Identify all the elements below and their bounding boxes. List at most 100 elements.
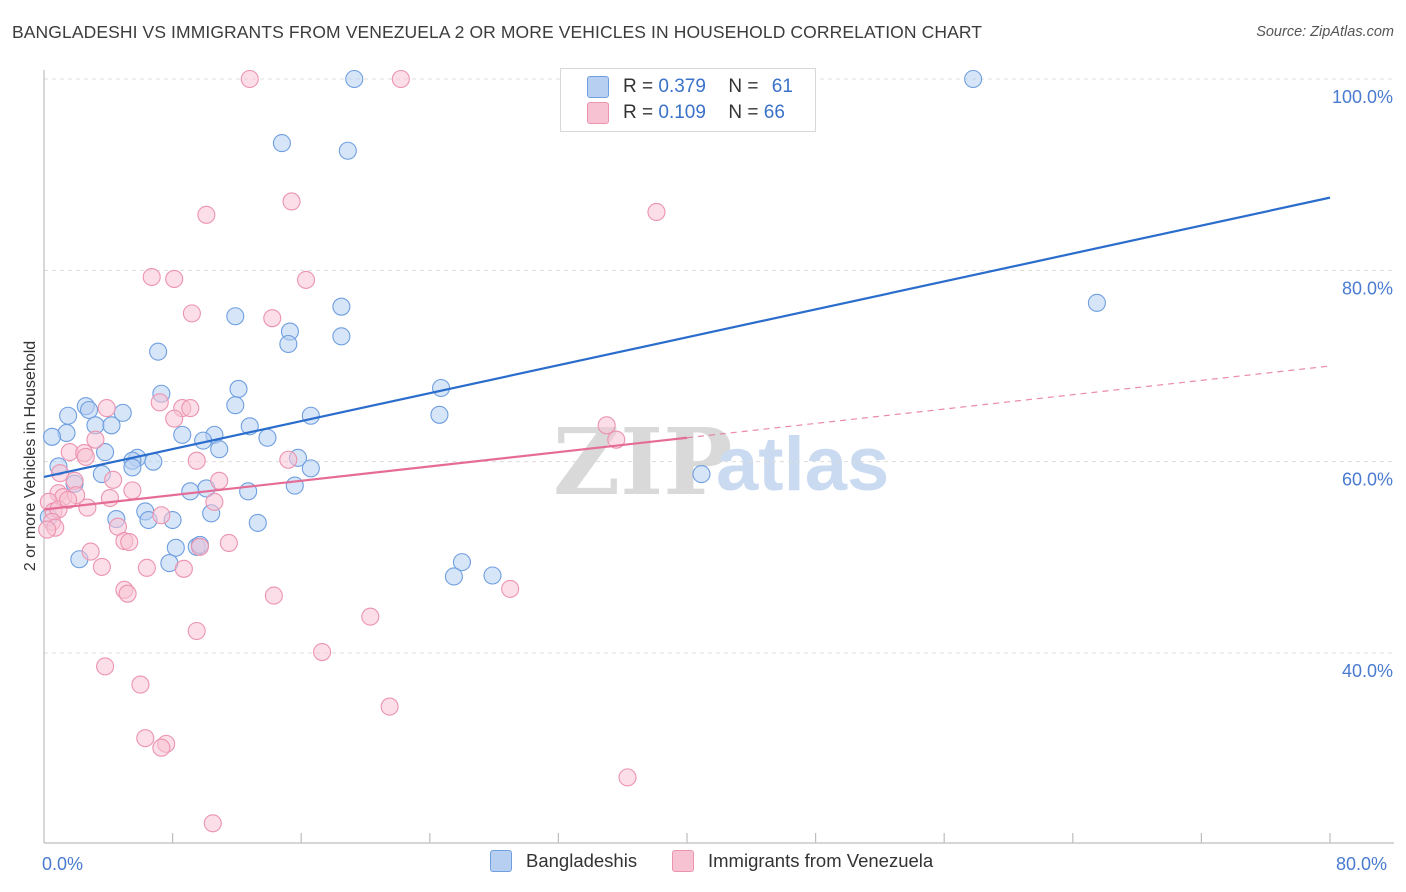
legend-label-venezuela: Immigrants from Venezuela: [708, 850, 934, 871]
watermark-atlas: atlas: [716, 422, 889, 507]
legend-swatch-pink: [587, 102, 609, 124]
point-bangladeshis: [102, 416, 121, 435]
point-venezuela: [81, 542, 100, 561]
point-bangladeshis: [96, 443, 115, 462]
point-venezuela: [205, 492, 224, 511]
point-venezuela: [607, 430, 626, 449]
point-venezuela: [296, 270, 316, 289]
point-bangladeshis: [166, 538, 185, 557]
point-venezuela: [240, 69, 259, 89]
stats-legend-row-bangladeshis: R = 0.379 N = 61: [587, 74, 793, 100]
trend-line-bangladeshis: [43, 196, 1331, 479]
point-venezuela: [123, 481, 142, 500]
y-tick-label: 100.0%: [1332, 87, 1393, 107]
point-venezuela: [165, 409, 184, 428]
point-bangladeshis: [173, 425, 192, 444]
r-value: 0.379: [658, 76, 706, 97]
point-venezuela: [137, 558, 156, 577]
stats-legend-row-venezuela: R = 0.109 N = 66: [587, 100, 785, 126]
point-venezuela: [181, 399, 200, 418]
gridlines: [44, 78, 1394, 654]
y-tick-label: 40.0%: [1342, 661, 1393, 681]
point-bangladeshis: [181, 482, 200, 501]
point-bangladeshis: [123, 458, 142, 477]
point-venezuela: [279, 450, 298, 469]
point-bangladeshis: [338, 141, 357, 160]
point-bangladeshis: [149, 342, 168, 361]
point-bangladeshis: [1087, 293, 1106, 312]
r-label: R =: [623, 102, 654, 123]
n-value: 66: [763, 102, 785, 123]
x-tick-label-start: 0.0%: [42, 854, 83, 874]
point-venezuela: [263, 309, 282, 328]
y-axis-title: 2 or more Vehicles in Household: [22, 341, 39, 571]
point-venezuela: [96, 657, 115, 676]
point-venezuela: [118, 584, 137, 603]
point-venezuela: [501, 579, 520, 598]
source-label: Source: ZipAtlas.com: [1256, 24, 1394, 40]
point-venezuela: [647, 202, 666, 222]
point-bangladeshis: [285, 476, 304, 495]
x-tick-marks: [172, 833, 1331, 843]
y-tick-labels: 100.0% 80.0% 60.0% 40.0%: [1332, 87, 1393, 681]
point-venezuela: [391, 69, 410, 89]
point-venezuela: [92, 557, 111, 576]
legend-swatch-blue: [490, 850, 512, 872]
point-bangladeshis: [332, 327, 351, 346]
n-label: N =: [728, 76, 759, 97]
point-bangladeshis: [301, 406, 320, 425]
legend-label-bangladeshis: Bangladeshis: [526, 850, 638, 871]
point-venezuela: [203, 814, 222, 833]
r-label: R =: [623, 76, 654, 97]
n-label: N =: [728, 102, 759, 123]
point-venezuela: [174, 559, 193, 578]
point-bangladeshis: [483, 566, 502, 585]
point-bangladeshis: [432, 378, 451, 398]
point-bangladeshis: [444, 567, 463, 586]
point-venezuela: [152, 506, 171, 525]
stats-legend: R = 0.379 N = 61 R = 0.109 N = 66: [560, 68, 816, 132]
legend-item-bangladeshis[interactable]: Bangladeshis: [490, 850, 637, 872]
point-bangladeshis: [345, 69, 364, 89]
point-bangladeshis: [279, 334, 298, 354]
point-venezuela: [219, 533, 238, 553]
legend-swatch-pink: [672, 850, 694, 872]
point-bangladeshis: [229, 379, 248, 399]
point-venezuela: [187, 621, 206, 641]
point-venezuela: [618, 768, 637, 787]
point-bangladeshis: [59, 406, 78, 425]
watermark-zip: ZIP: [553, 408, 732, 516]
r-value: 0.109: [658, 102, 706, 123]
point-venezuela: [165, 269, 184, 288]
point-venezuela: [282, 192, 301, 211]
legend-item-venezuela[interactable]: Immigrants from Venezuela: [672, 850, 933, 872]
legend-swatch-blue: [587, 76, 609, 98]
point-bangladeshis: [964, 69, 983, 89]
point-venezuela: [152, 738, 171, 757]
x-tick-label-end: 80.0%: [1336, 854, 1387, 874]
point-venezuela: [38, 520, 57, 539]
point-venezuela: [361, 607, 380, 626]
point-bangladeshis: [226, 307, 245, 326]
point-venezuela: [264, 586, 283, 605]
point-bangladeshis: [226, 396, 245, 415]
point-venezuela: [97, 399, 116, 418]
point-venezuela: [597, 416, 616, 435]
point-venezuela: [182, 304, 201, 323]
point-venezuela: [100, 488, 119, 508]
point-venezuela: [136, 729, 155, 748]
point-bangladeshis: [79, 400, 99, 420]
point-venezuela: [150, 393, 169, 412]
point-bangladeshis: [248, 513, 267, 532]
point-venezuela: [120, 532, 139, 552]
point-bangladeshis: [272, 134, 291, 153]
point-bangladeshis: [692, 465, 711, 484]
chart-title: BANGLADESHI VS IMMIGRANTS FROM VENEZUELA…: [12, 22, 983, 42]
series-legend: Bangladeshis Immigrants from Venezuela: [0, 850, 1406, 878]
n-value: 61: [771, 76, 793, 97]
point-venezuela: [197, 205, 216, 224]
point-venezuela: [187, 451, 206, 470]
point-bangladeshis: [301, 459, 320, 478]
point-venezuela: [190, 537, 209, 556]
